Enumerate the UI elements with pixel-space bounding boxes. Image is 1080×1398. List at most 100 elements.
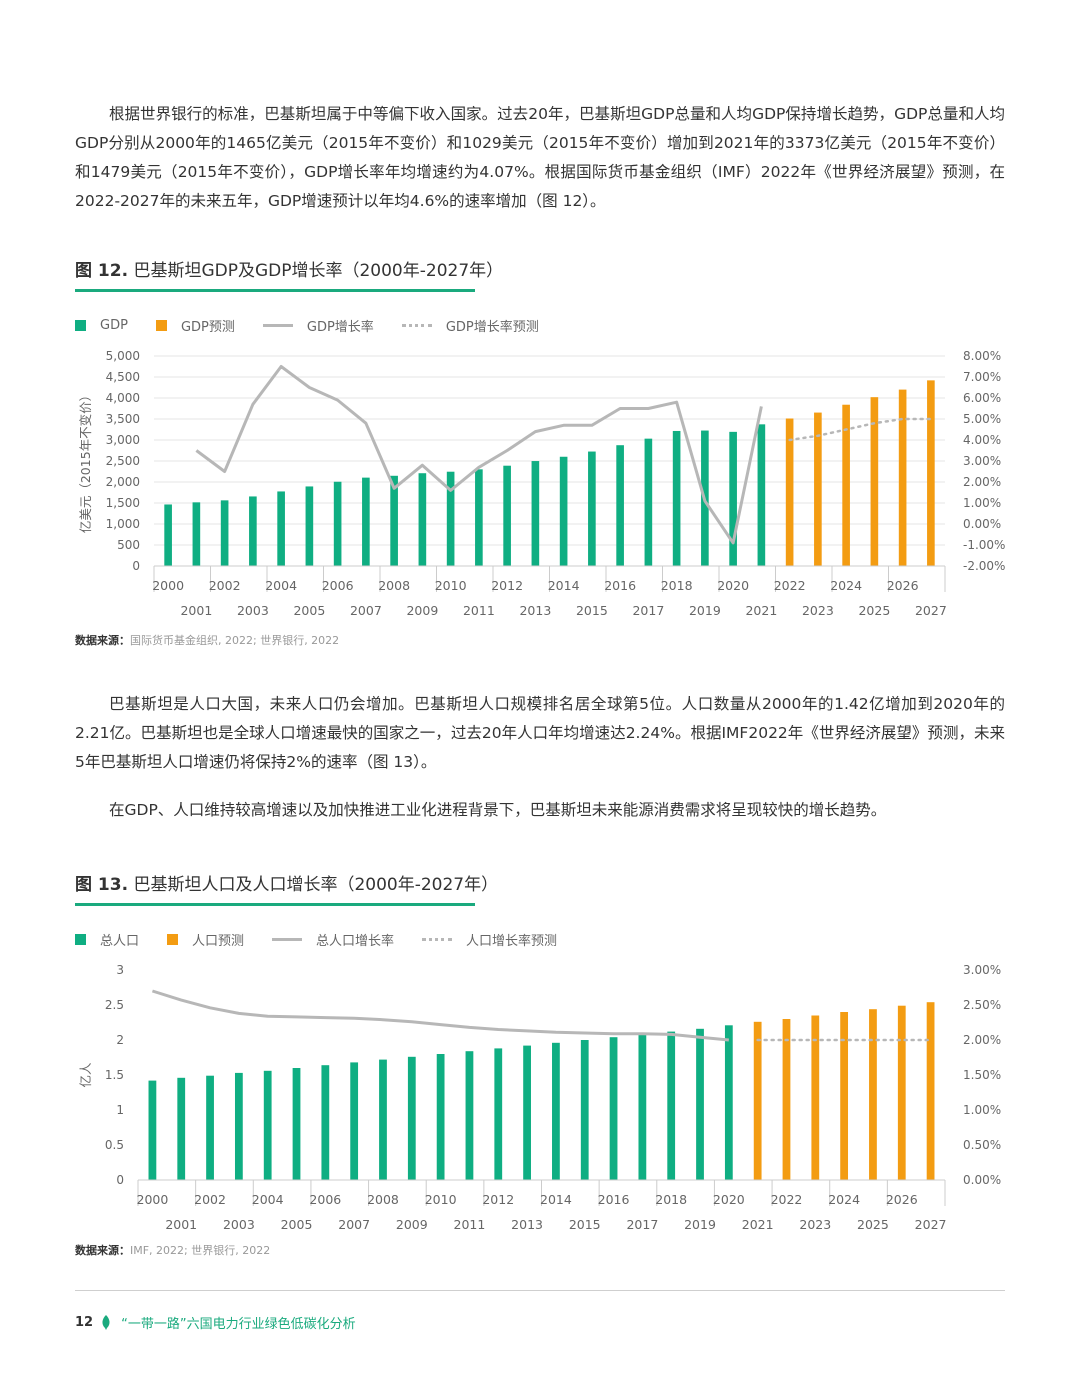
x-tick-label: 2024 — [830, 578, 862, 593]
x-tick-label: 2009 — [406, 603, 438, 618]
y-tick-label: 2,000 — [106, 475, 140, 489]
y-tick-label: 4,500 — [106, 370, 140, 384]
x-tick-label: 2017 — [626, 1217, 658, 1232]
y2-tick-label: 8.00% — [963, 349, 1001, 363]
figure-13-title: 图 13. 巴基斯坦人口及人口增长率（2000年-2027年） — [75, 870, 498, 895]
x-tick-label: 2008 — [378, 578, 410, 593]
x-tick-label: 2012 — [491, 578, 523, 593]
figure-12-source: 数据来源：国际货币基金组织, 2022; 世界银行, 2022 — [75, 632, 339, 648]
bar — [446, 471, 455, 566]
x-tick-label: 2011 — [463, 603, 495, 618]
x-tick-label: 2010 — [425, 1192, 457, 1207]
y2-tick-label: 5.00% — [963, 412, 1001, 426]
bar — [407, 1056, 416, 1180]
bar — [249, 496, 257, 566]
y-tick-label: 3 — [116, 963, 124, 977]
bar — [192, 502, 201, 566]
figure-12-label: 图 12. — [75, 261, 129, 281]
figure-12-source-label: 数据来源： — [75, 634, 130, 647]
bar — [559, 456, 568, 566]
legend-population-forecast-label: 人口预测 — [192, 933, 245, 949]
figure-13-rule — [75, 903, 475, 906]
y2-tick-label: 0.00% — [963, 517, 1001, 531]
bar — [465, 1051, 474, 1180]
x-tick-label: 2014 — [540, 1192, 572, 1207]
y-tick-label: 1.5 — [105, 1068, 124, 1082]
y-tick-label: 2 — [116, 1033, 124, 1047]
x-tick-label: 2022 — [771, 1192, 803, 1207]
bar — [234, 1072, 243, 1180]
bar — [503, 465, 511, 566]
x-tick-label: 2023 — [799, 1217, 831, 1232]
bar — [475, 469, 483, 566]
bar — [580, 1040, 589, 1180]
x-tick-label: 2021 — [742, 1217, 774, 1232]
x-tick-label: 2006 — [309, 1192, 341, 1207]
bar — [164, 504, 172, 566]
y2-tick-label: 1.50% — [963, 1068, 1001, 1082]
x-tick-label: 2007 — [338, 1217, 370, 1232]
y2-tick-label: 0.50% — [963, 1138, 1001, 1152]
x-tick-label: 2010 — [435, 578, 467, 593]
x-tick-label: 2006 — [322, 578, 354, 593]
y-tick-label: 500 — [117, 538, 140, 552]
bar — [785, 418, 794, 566]
x-tick-label: 2026 — [886, 1192, 918, 1207]
figure-12-rule — [75, 289, 475, 292]
x-tick-label: 2020 — [713, 1192, 745, 1207]
legend-population-growth-forecast-swatch — [422, 937, 453, 941]
x-tick-label: 2020 — [717, 578, 749, 593]
y-tick-label: 0.5 — [105, 1138, 124, 1152]
legend-gdp-label: GDP — [100, 317, 128, 333]
bar — [842, 404, 850, 566]
bar — [350, 1062, 359, 1180]
bar — [206, 1075, 214, 1180]
figure-13-label: 图 13. — [75, 875, 129, 895]
bar — [523, 1045, 531, 1180]
bar — [263, 1070, 272, 1180]
x-tick-label: 2021 — [745, 603, 777, 618]
legend-population-growth: 总人口增长率 — [272, 930, 394, 949]
x-tick-label: 2027 — [915, 603, 947, 618]
bar — [897, 1005, 906, 1180]
legend-population: 总人口 — [75, 930, 139, 949]
growth-line — [195, 365, 763, 545]
y2-tick-label: 2.50% — [963, 998, 1001, 1012]
bar — [869, 1009, 877, 1180]
x-tick-label: 2023 — [802, 603, 834, 618]
legend-gdp-growth-swatch — [262, 323, 293, 327]
x-tick-label: 2014 — [548, 578, 580, 593]
figure-13-legend: 总人口 人口预测 总人口增长率 人口增长率预测 — [75, 929, 585, 949]
bar — [390, 475, 398, 566]
bar — [638, 1034, 647, 1180]
figure-13-source-text: IMF, 2022; 世界银行, 2022 — [130, 1244, 271, 1257]
y-tick-label: 1,500 — [106, 496, 140, 510]
legend-gdp-growth: GDP增长率 — [262, 316, 374, 335]
bar — [552, 1042, 560, 1180]
y-axis-title: 亿美元（2015年不变价） — [78, 389, 93, 533]
bar — [609, 1037, 618, 1180]
x-tick-label: 2015 — [569, 1217, 601, 1232]
bar — [305, 486, 314, 566]
y2-tick-label: 6.00% — [963, 391, 1001, 405]
y2-tick-label: 1.00% — [963, 496, 1001, 510]
bar — [724, 1025, 733, 1180]
population-chart: 0 0.5 1 1.5 2 2.5 3 0.00% 0.50% 1.00% 1.50% 2.00% 2.… — [78, 963, 1001, 1232]
legend-gdp-growth-forecast-label: GDP增长率预测 — [445, 319, 539, 335]
x-tick-label: 2019 — [689, 603, 721, 618]
bar — [379, 1059, 387, 1180]
x-tick-label: 2002 — [194, 1192, 226, 1207]
bar — [870, 397, 879, 566]
figure-13-source: 数据来源：IMF, 2022; 世界银行, 2022 — [75, 1242, 270, 1258]
x-tick-label: 2019 — [684, 1217, 716, 1232]
x-tick-label: 2022 — [774, 578, 806, 593]
y2-tick-label: 1.00% — [963, 1103, 1001, 1117]
x-tick-label: 2005 — [293, 603, 325, 618]
legend-population-growth-swatch — [272, 937, 303, 941]
bar — [362, 477, 370, 566]
y2-tick-label: 7.00% — [963, 370, 1001, 384]
legend-population-growth-label: 总人口增长率 — [316, 933, 395, 949]
legend-gdp-growth-forecast: GDP增长率预测 — [401, 316, 539, 335]
figure-12-caption: 巴基斯坦GDP及GDP增长率（2000年-2027年） — [133, 261, 504, 281]
x-tick-label: 2004 — [252, 1192, 284, 1207]
